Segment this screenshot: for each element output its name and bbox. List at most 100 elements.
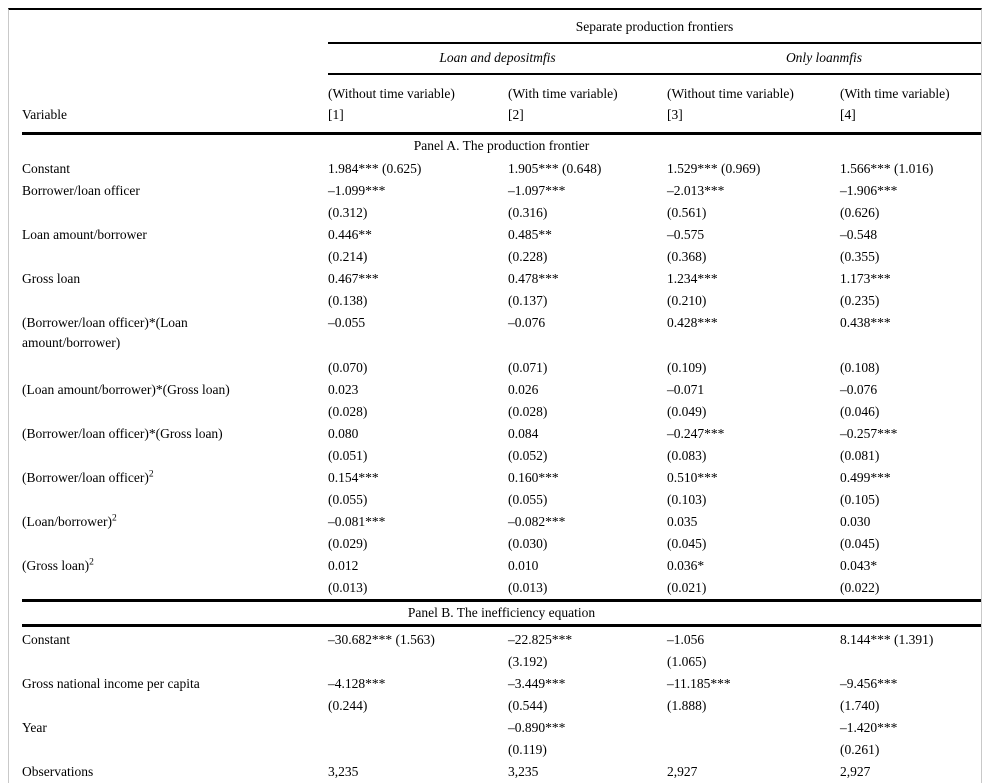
panel-a-rows: Constant 1.984*** (0.625) 1.905*** (0.648)… (22, 157, 981, 599)
table-cell: 0.499*** (840, 470, 891, 485)
table-cell: (0.052) (508, 448, 548, 463)
table-cell: 0.154*** (328, 470, 379, 485)
row-label-text: (Loan amount/borrower)*(Gross loan) (22, 382, 230, 397)
group-header-row: Loan and depositmfis Only loanmfis (22, 44, 981, 75)
table-row: (0.013) (0.013) (0.021) (0.022) (22, 577, 981, 599)
table-cell: 0.035 (667, 514, 698, 529)
table-cell: (0.316) (508, 205, 548, 220)
row-label-text: (Loan/borrower) (22, 514, 112, 529)
table-cell: (0.013) (508, 580, 548, 595)
table-row: (Borrower/loan officer)2 0.154*** 0.160***… (22, 467, 981, 489)
table-row: Constant 1.984*** (0.625) 1.905*** (0.648)… (22, 158, 981, 180)
row-label-text: Observations (22, 764, 94, 779)
column-header-4-line1: (With time variable) (840, 86, 950, 101)
column-header-1-line1: (Without time variable) (328, 86, 455, 101)
table-row: (0.051) (0.052) (0.083) (0.081) (22, 445, 981, 467)
table-cell: 1.234*** (667, 271, 718, 286)
table-cell: (0.045) (840, 536, 880, 551)
table-cell: 2,927 (840, 764, 871, 779)
table-cell: –9.456*** (840, 676, 898, 691)
table-row: (0.119) (0.261) (22, 739, 981, 761)
row-label: Observations (22, 761, 328, 783)
table-cell: (0.103) (667, 492, 707, 507)
table-row: Constant –30.682*** (1.563) –22.825*** –1.0… (22, 629, 981, 651)
table-cell: (0.561) (667, 205, 707, 220)
table-cell: (0.070) (328, 360, 368, 375)
spanner-title: Separate production frontiers (328, 10, 981, 44)
table-row: (Loan amount/borrower)*(Gross loan) 0.023… (22, 379, 981, 401)
row-label: Year (22, 717, 328, 739)
table-cell: (0.029) (328, 536, 368, 551)
table-cell: (0.021) (667, 580, 707, 595)
row-label-text: (Borrower/loan officer)*(Gross loan) (22, 426, 223, 441)
row-label-superscript: 2 (111, 513, 117, 524)
table-cell: 1.566*** (1.016) (840, 161, 934, 176)
table-cell: 0.010 (508, 558, 539, 573)
row-label-text: Loan amount/borrower (22, 227, 147, 242)
table-cell: (0.137) (508, 293, 548, 308)
row-label: Gross loan (22, 268, 328, 290)
table-cell: –3.449*** (508, 676, 566, 691)
table-cell: –0.081*** (328, 514, 386, 529)
table-cell: –22.825*** (508, 632, 573, 647)
table-cell: 0.510*** (667, 470, 718, 485)
row-label-text: Gross national income per capita (22, 676, 200, 691)
table-cell: (0.083) (667, 448, 707, 463)
table-cell: 0.084 (508, 426, 539, 441)
table-cell: –0.575 (667, 227, 705, 242)
table-cell: 0.446** (328, 227, 372, 242)
table-cell: –2.013*** (667, 183, 725, 198)
table-cell: (1.740) (840, 698, 880, 713)
row-label: Loan amount/borrower (22, 224, 328, 246)
table-cell: (1.065) (667, 654, 707, 669)
table-cell: (0.013) (328, 580, 368, 595)
table-cell: 8.144*** (1.391) (840, 632, 934, 647)
table-cell: –4.128*** (328, 676, 386, 691)
table-cell: 0.012 (328, 558, 359, 573)
row-label-text: Constant (22, 632, 71, 647)
table-cell: (0.210) (667, 293, 707, 308)
row-label: (Borrower/loan officer)2 (22, 467, 328, 489)
table-cell: (3.192) (508, 654, 548, 669)
header-spacer (22, 44, 328, 75)
table-row: Observations 3,235 3,235 2,927 2,927 (22, 761, 981, 783)
table-cell: 0.023 (328, 382, 359, 397)
row-label-superscript: 2 (148, 469, 154, 480)
row-label-text: (Borrower/loan officer) (22, 470, 149, 485)
column-header-2: (With time variable) [2] (508, 83, 667, 125)
table-cell: –0.548 (840, 227, 878, 242)
table-cell: (0.312) (328, 205, 368, 220)
table-cell: (0.355) (840, 249, 880, 264)
table-row: (0.138) (0.137) (0.210) (0.235) (22, 290, 981, 312)
row-label: Gross national income per capita (22, 673, 328, 695)
column-header-3-number: [3] (667, 107, 683, 122)
table-cell: (1.888) (667, 698, 707, 713)
table-row: Loan amount/borrower 0.446** 0.485** –0.575… (22, 224, 981, 246)
table-cell: –0.076 (508, 315, 546, 330)
table-row: (0.055) (0.055) (0.103) (0.105) (22, 489, 981, 511)
table-cell: 0.026 (508, 382, 539, 397)
table-cell: (0.368) (667, 249, 707, 264)
column-header-4: (With time variable) [4] (840, 83, 981, 125)
column-header-1: (Without time variable) [1] (328, 83, 508, 125)
table-row: (Borrower/loan officer)*(Gross loan) 0.08… (22, 423, 981, 445)
table-cell: (0.214) (328, 249, 368, 264)
spanner-header-row: Separate production frontiers (22, 10, 981, 44)
column-header-variable: Variable (22, 107, 67, 122)
row-label-text: Borrower/loan officer (22, 183, 140, 198)
table-cell: –1.099*** (328, 183, 386, 198)
table-cell: 0.428*** (667, 315, 718, 330)
header-spacer (22, 10, 328, 44)
table-cell: 0.160*** (508, 470, 559, 485)
table-cell: (0.071) (508, 360, 548, 375)
table-row: (Loan/borrower)2 –0.081*** –0.082*** 0.035 0… (22, 511, 981, 533)
table-cell: (0.261) (840, 742, 880, 757)
table-cell: –1.420*** (840, 720, 898, 735)
table-cell: –1.056 (667, 632, 705, 647)
table-row: (3.192) (1.065) (22, 651, 981, 673)
table-cell: (0.045) (667, 536, 707, 551)
table-cell: (0.022) (840, 580, 880, 595)
row-label-superscript: 2 (89, 557, 94, 568)
table-row: Gross loan 0.467*** 0.478*** 1.234*** 1.173*… (22, 268, 981, 290)
row-label-text: (Borrower/loan officer)*(Loan amount/bor… (22, 315, 188, 350)
